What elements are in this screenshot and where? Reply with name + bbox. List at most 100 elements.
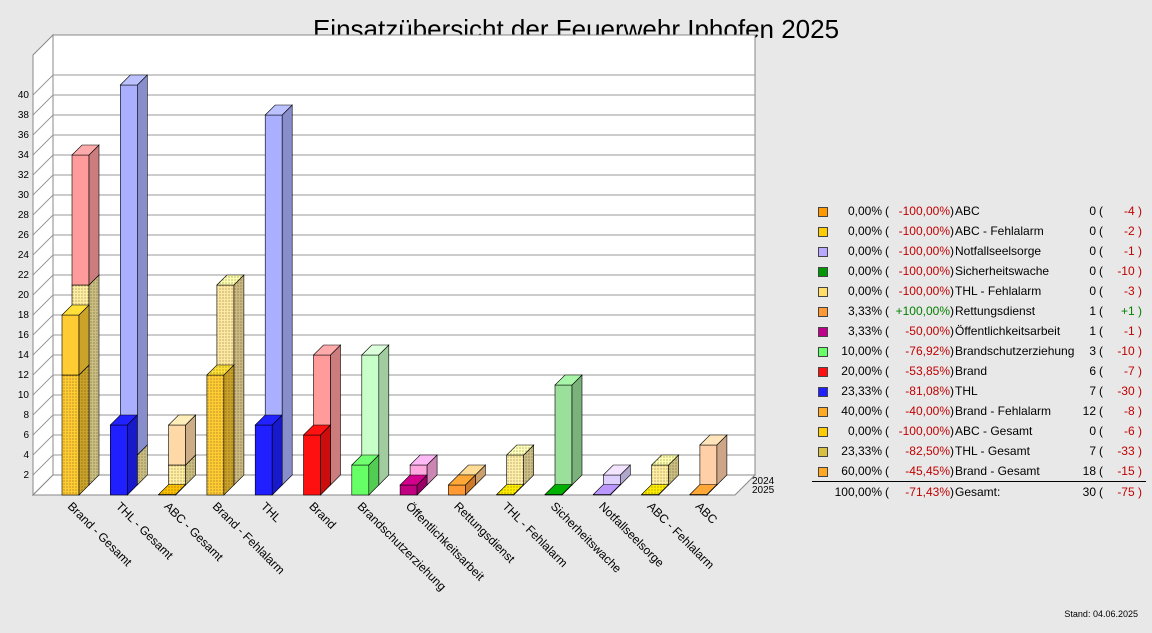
legend-paren: ( (885, 264, 889, 278)
legend-change: -100,00% (898, 224, 950, 238)
y-tick-label: 8 (23, 410, 29, 421)
bar-2025 (302, 424, 332, 496)
legend-percent: 0,00% (847, 244, 882, 258)
bar-2025-segment (109, 414, 139, 496)
legend-diff: -10 ) (1117, 264, 1142, 278)
legend-paren: ( (1099, 384, 1103, 398)
bar-2025 (206, 364, 235, 496)
y-tick-label: 4 (23, 450, 29, 461)
legend-row: 23,33%(-81,08%) THL 7(-30 ) (812, 381, 1146, 401)
legend-name: Notfallseelsorge (955, 244, 1042, 258)
bar-2024 (602, 464, 632, 486)
legend-paren: ) (950, 404, 954, 418)
legend-diff: -6 ) (1124, 424, 1142, 438)
legend-row: 10,00%(-76,92%) Brandschutzerziehung 3(-10… (812, 341, 1146, 361)
bar-2024 (264, 104, 293, 486)
grid-line (32, 254, 755, 276)
legend-paren: ( (885, 324, 889, 338)
legend-paren: ) (950, 284, 954, 298)
legend-count: 30 (1082, 485, 1096, 499)
legend-paren: ( (885, 424, 889, 438)
y-tick-label: 10 (18, 390, 30, 401)
legend-percent: 0,00% (847, 424, 882, 438)
legend-change: -71,43% (905, 485, 950, 499)
legend-count: 0 (1089, 424, 1096, 438)
legend-change: -100,00% (898, 264, 950, 278)
y-tick-label: 18 (18, 310, 30, 321)
legend-change: -40,00% (905, 404, 950, 418)
legend-count: 6 (1089, 364, 1096, 378)
legend-paren: ) (950, 244, 954, 258)
legend-name: Sicherheitswache (955, 264, 1050, 278)
bar-2024-segment (167, 414, 197, 466)
legend-paren: ( (1099, 344, 1103, 358)
legend-row: 3,33%(+100,00%) Rettungsdienst 1(+1 ) (812, 301, 1146, 321)
legend-name: Gesamt: (955, 485, 1001, 499)
legend-swatch (818, 467, 828, 477)
series-label-2024: 2024 (752, 476, 775, 487)
legend-percent: 3,33% (847, 324, 882, 338)
legend-row: 20,00%(-53,85%) Brand 6(-7 ) (812, 361, 1146, 381)
legend-paren: ( (885, 364, 889, 378)
legend-row: 0,00%(-100,00%) Notfallseelsorge 0(-1 ) (812, 241, 1146, 261)
grid-line (32, 374, 755, 396)
legend-count: 18 (1082, 464, 1096, 478)
legend-name: Brand (955, 364, 988, 378)
legend-count: 0 (1089, 204, 1096, 218)
y-tick-label: 6 (23, 430, 29, 441)
legend-change: -100,00% (898, 244, 950, 258)
legend-paren: ( (885, 485, 889, 499)
y-tick-label: 32 (18, 170, 30, 181)
legend-change: -76,92% (905, 344, 950, 358)
legend-count: 12 (1082, 404, 1096, 418)
y-tick-label: 26 (18, 230, 30, 241)
legend-paren: ( (885, 384, 889, 398)
legend-percent: 60,00% (841, 464, 882, 478)
legend-count: 1 (1089, 304, 1096, 318)
legend-diff: -10 ) (1117, 344, 1142, 358)
legend-row: 40,00%(-40,00%) Brand - Fehlalarm 12(-8 ) (812, 401, 1146, 421)
legend-count: 0 (1089, 224, 1096, 238)
legend-paren: ) (950, 444, 954, 458)
legend-paren: ( (1099, 224, 1103, 238)
legend-swatch (818, 367, 828, 377)
grid-line (32, 294, 755, 316)
legend-percent: 0,00% (847, 264, 882, 278)
legend-percent: 23,33% (841, 384, 882, 398)
legend-row: 0,00%(-100,00%) ABC 0(-4 ) (812, 201, 1146, 221)
series-label-2025: 2025 (752, 485, 775, 496)
legend-swatch (818, 267, 828, 277)
y-tick-label: 22 (18, 270, 30, 281)
legend-paren: ) (950, 304, 954, 318)
bar-2025 (689, 483, 718, 496)
legend-swatch (818, 227, 828, 237)
legend-paren: ( (1099, 304, 1103, 318)
legend-paren: ( (1099, 204, 1103, 218)
bar-2025-segment (61, 304, 90, 376)
legend-paren: ( (885, 224, 889, 238)
legend-swatch (818, 407, 828, 417)
y-tick-label: 38 (18, 110, 30, 121)
y-tick-label: 16 (18, 330, 30, 341)
legend-count: 7 (1089, 444, 1096, 458)
legend-percent: 40,00% (841, 404, 882, 418)
y-tick-label: 36 (18, 130, 30, 141)
bar-2025-segment (61, 364, 90, 496)
legend-paren: ) (950, 344, 954, 358)
bar-2025 (351, 454, 380, 496)
grid-line (32, 234, 755, 256)
x-tick-label: ABC (693, 499, 721, 527)
bar-2025 (544, 483, 573, 496)
legend-name: ABC - Fehlalarm (955, 224, 1044, 238)
grid-line (32, 74, 755, 96)
y-tick-label: 34 (18, 150, 30, 161)
legend-name: Öffentlichkeitsarbeit (955, 324, 1061, 338)
legend-change: -53,85% (905, 364, 950, 378)
legend-name: THL - Gesamt (955, 444, 1030, 458)
legend-paren: ( (885, 444, 889, 458)
legend-percent: 10,00% (841, 344, 882, 358)
legend-name: THL - Fehlalarm (955, 284, 1042, 298)
x-tick-label: THL (258, 499, 284, 525)
